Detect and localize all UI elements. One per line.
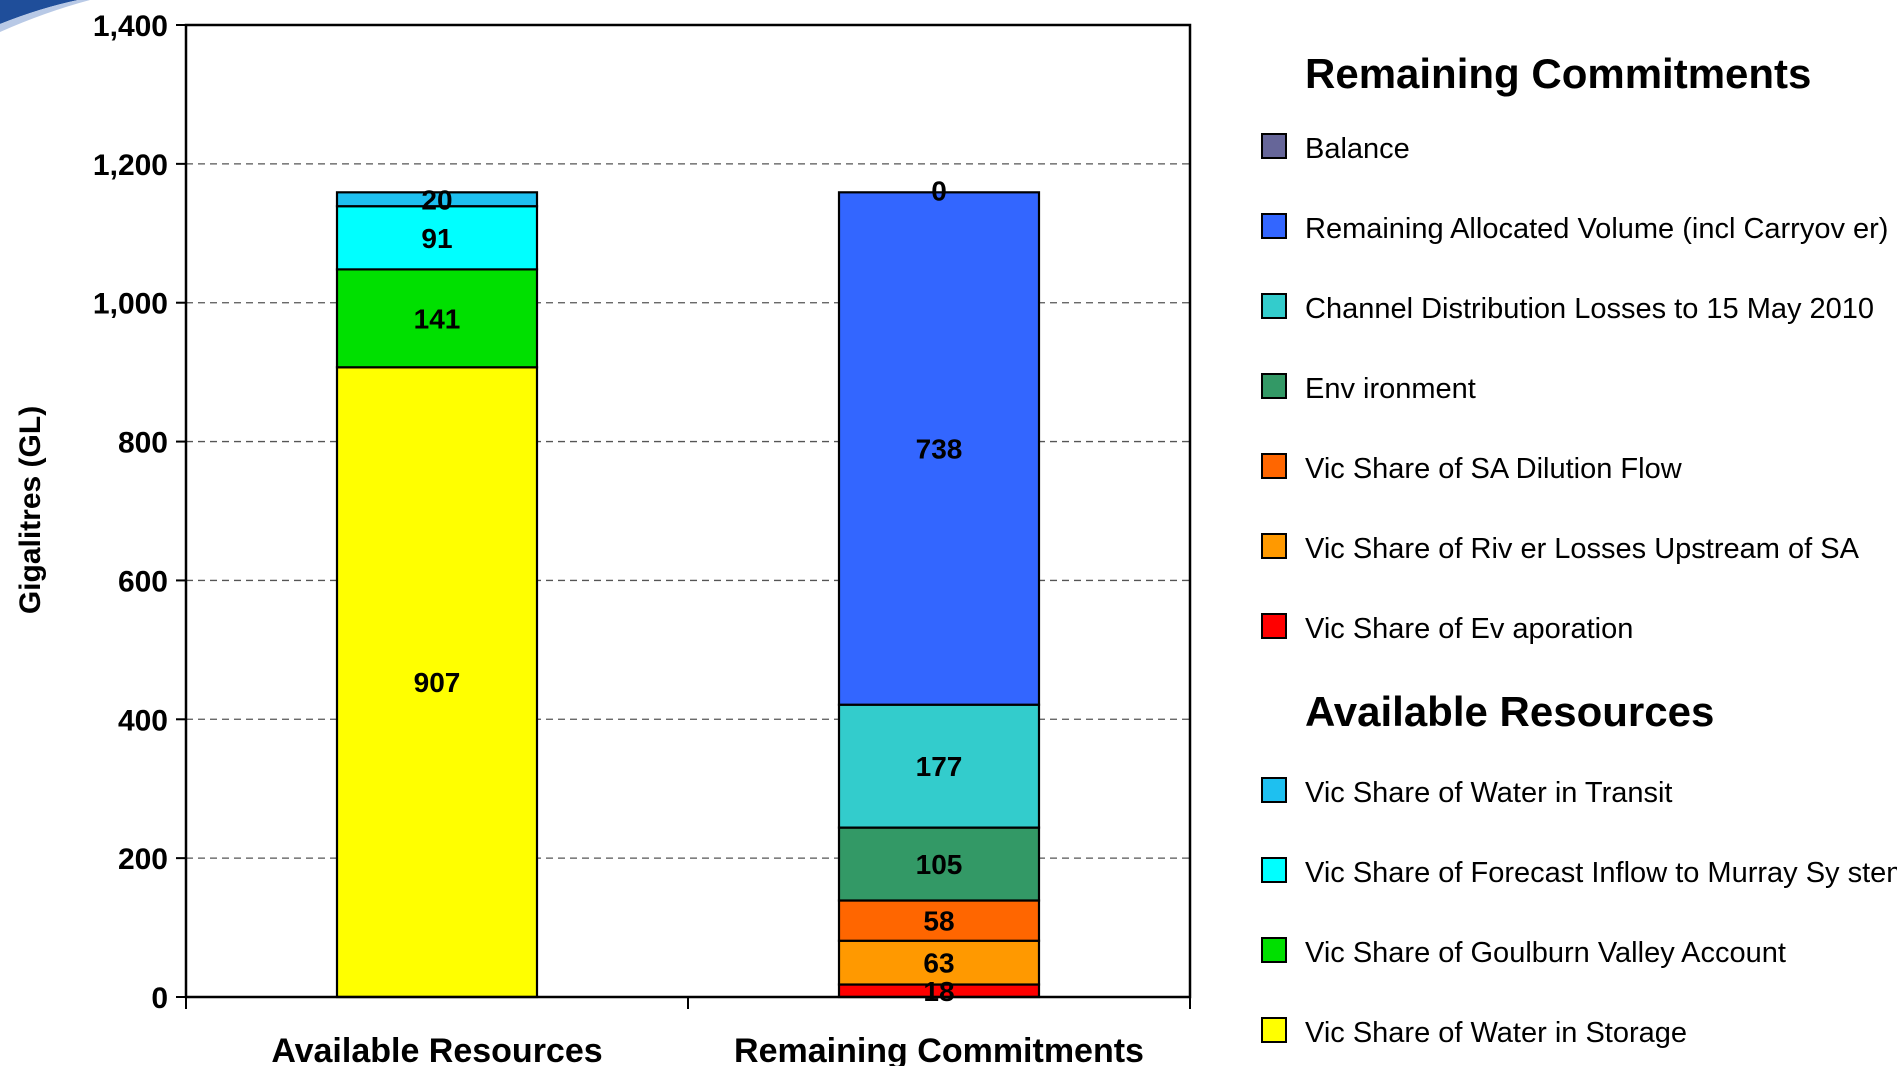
y-tick-label: 800 <box>118 427 168 460</box>
legend-item-label: Vic Share of Water in Storage <box>1305 1017 1687 1049</box>
bar-segment <box>335 191 539 208</box>
legend-item-label: Vic Share of Ev aporation <box>1305 613 1633 645</box>
data-label: 177 <box>916 751 963 782</box>
y-axis-label: Gigalitres (GL) <box>14 406 47 614</box>
bar-segment <box>837 703 1041 829</box>
bar-segment <box>335 366 539 999</box>
x-category-label: Remaining Commitments <box>734 1032 1144 1066</box>
bar-segment <box>837 191 1041 706</box>
legend-item-label: Vic Share of Goulburn Valley Account <box>1305 937 1786 969</box>
data-label: 20 <box>421 184 452 215</box>
legend-heading: Remaining Commitments <box>1305 50 1811 97</box>
bars <box>335 191 1041 999</box>
y-tick-label: 600 <box>118 565 168 598</box>
data-label: 738 <box>916 434 963 465</box>
data-label: 58 <box>923 906 954 937</box>
data-label: 907 <box>414 667 461 698</box>
legend-item-label: Env ironment <box>1305 373 1476 405</box>
data-label: 18 <box>923 976 954 1007</box>
legend-item-label: Vic Share of SA Dilution Flow <box>1305 453 1683 485</box>
data-label: 105 <box>916 849 963 880</box>
legend-item-label: Channel Distribution Losses to 15 May 20… <box>1305 293 1874 325</box>
legend-swatch <box>1261 777 1287 803</box>
legend-heading: Available Resources <box>1305 688 1714 735</box>
legend-swatch <box>1261 1017 1287 1043</box>
legend: Remaining Commitments Balance Remaining Al… <box>1261 50 1897 1049</box>
data-label: 63 <box>923 948 954 979</box>
legend-swatch <box>1261 453 1287 479</box>
legend-swatch <box>1261 133 1287 159</box>
bar-segment <box>335 268 539 369</box>
legend-item-label: Vic Share of Water in Transit <box>1305 777 1672 809</box>
legend-swatch <box>1261 533 1287 559</box>
y-tick-label: 1,000 <box>93 288 168 321</box>
y-tick-label: 200 <box>118 843 168 876</box>
data-label: 91 <box>421 223 452 254</box>
legend-swatch <box>1261 293 1287 319</box>
legend-swatch <box>1261 213 1287 239</box>
legend-item-label: Vic Share of Riv er Losses Upstream of S… <box>1305 533 1860 565</box>
legend-swatch <box>1261 857 1287 883</box>
legend-item-label: Vic Share of Forecast Inflow to Murray S… <box>1305 857 1897 889</box>
y-tick-label: 1,200 <box>93 149 168 182</box>
y-tick-label: 0 <box>151 982 168 1015</box>
legend-swatch <box>1261 373 1287 399</box>
legend-swatch <box>1261 937 1287 963</box>
legend-swatch <box>1261 613 1287 639</box>
data-label: 0 <box>931 175 947 206</box>
legend-item-label: Balance <box>1305 133 1410 165</box>
y-tick-label: 400 <box>118 704 168 737</box>
x-category-label: Available Resources <box>271 1032 602 1066</box>
legend-item-label: Remaining Allocated Volume (incl Carryov… <box>1305 213 1888 245</box>
bar-segment <box>837 826 1041 902</box>
y-tick-label: 1,400 <box>93 10 168 43</box>
data-label: 141 <box>414 303 461 334</box>
bar-segment <box>837 899 1041 942</box>
corner-logo-graphic <box>0 0 90 32</box>
